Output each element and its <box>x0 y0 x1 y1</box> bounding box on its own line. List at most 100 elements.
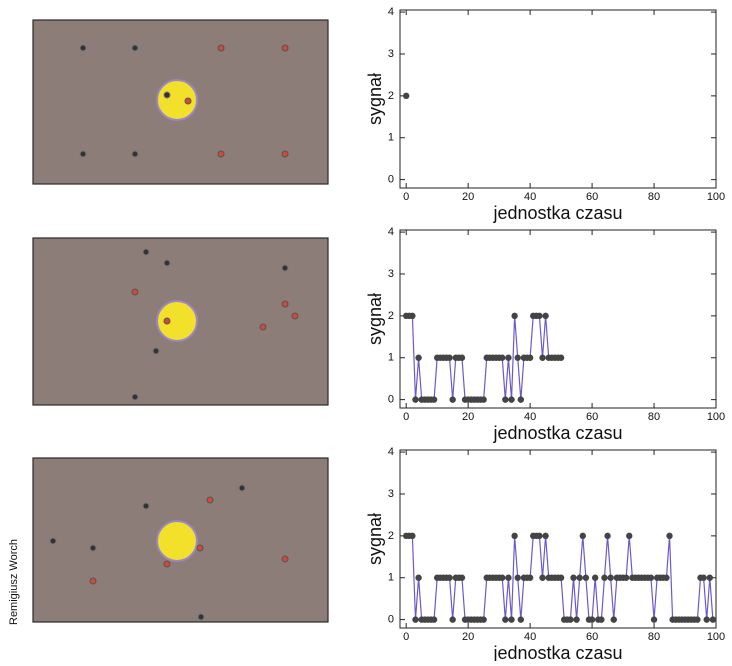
y-axis-label: sygnał <box>365 73 385 125</box>
signal-point <box>505 355 511 361</box>
signal-point <box>502 616 508 622</box>
signal-point <box>415 355 421 361</box>
signal-point <box>449 396 455 402</box>
signal-point <box>707 575 713 581</box>
signal-point <box>558 355 564 361</box>
x-tick-label: 0 <box>403 631 409 643</box>
signal-point <box>409 313 415 319</box>
signal-point <box>704 616 710 622</box>
signal-point <box>666 533 672 539</box>
y-tick-label: 3 <box>388 48 394 60</box>
plot-frame <box>400 10 716 188</box>
y-tick-label: 4 <box>388 226 394 238</box>
signal-point <box>573 616 579 622</box>
figure: Remigiusz Worch 01234020406080100jednost… <box>0 0 732 661</box>
x-axis-label: jednostka czasu <box>492 203 622 223</box>
y-tick-label: 0 <box>388 394 394 406</box>
signal-point <box>515 355 521 361</box>
signal-point <box>480 396 486 402</box>
signal-point <box>611 616 617 622</box>
signal-point <box>589 616 595 622</box>
x-tick-label: 100 <box>707 411 725 423</box>
x-tick-label: 100 <box>707 631 725 643</box>
signal-point <box>508 616 514 622</box>
y-tick-label: 0 <box>388 614 394 626</box>
signal-point <box>598 616 604 622</box>
plot-frame <box>400 230 716 408</box>
x-tick-label: 40 <box>524 411 536 423</box>
signal-point <box>648 575 654 581</box>
signal-point <box>542 533 548 539</box>
signal-point <box>409 533 415 539</box>
x-tick-label: 20 <box>462 191 474 203</box>
signal-point <box>694 616 700 622</box>
x-tick-label: 100 <box>707 191 725 203</box>
x-tick-label: 80 <box>648 411 660 423</box>
signal-point <box>403 93 409 99</box>
y-tick-label: 4 <box>388 446 394 458</box>
signal-point <box>412 396 418 402</box>
y-tick-label: 0 <box>388 174 394 186</box>
signal-point <box>576 575 582 581</box>
x-tick-label: 60 <box>586 631 598 643</box>
source <box>157 521 197 561</box>
signal-point <box>431 616 437 622</box>
signal-point <box>570 575 576 581</box>
source <box>157 301 197 341</box>
signal-point <box>601 575 607 581</box>
signal-point <box>536 313 542 319</box>
y-tick-label: 4 <box>388 6 394 18</box>
signal-point <box>480 616 486 622</box>
y-axis-label: sygnał <box>365 513 385 565</box>
signal-point <box>499 355 505 361</box>
signal-point <box>663 575 669 581</box>
y-tick-label: 1 <box>388 132 394 144</box>
signal-point <box>449 616 455 622</box>
signal-point <box>580 533 586 539</box>
signal-point <box>518 616 524 622</box>
signal-point <box>604 533 610 539</box>
signal-point <box>499 575 505 581</box>
signal-point <box>527 355 533 361</box>
signal-point <box>700 575 706 581</box>
signal-point <box>505 575 511 581</box>
x-tick-label: 40 <box>524 631 536 643</box>
y-tick-label: 2 <box>388 310 394 322</box>
signal-point <box>651 616 657 622</box>
x-tick-label: 40 <box>524 191 536 203</box>
signal-point <box>623 575 629 581</box>
y-tick-label: 2 <box>388 530 394 542</box>
signal-point <box>508 396 514 402</box>
signal-point <box>412 616 418 622</box>
x-tick-label: 80 <box>648 191 660 203</box>
credit: Remigiusz Worch <box>8 539 20 625</box>
signal-point <box>511 533 517 539</box>
signal-point <box>710 616 716 622</box>
x-tick-label: 20 <box>462 631 474 643</box>
y-tick-label: 3 <box>388 268 394 280</box>
signal-point <box>527 575 533 581</box>
signal-point <box>607 575 613 581</box>
x-tick-label: 80 <box>648 631 660 643</box>
signal-point <box>542 313 548 319</box>
x-axis-label: jednostka czasu <box>492 423 622 443</box>
signal-point <box>626 533 632 539</box>
signal-point <box>446 575 452 581</box>
signal-point <box>536 533 542 539</box>
signal-point <box>446 355 452 361</box>
x-tick-label: 0 <box>403 411 409 423</box>
signal-point <box>502 396 508 402</box>
y-tick-label: 1 <box>388 352 394 364</box>
signal-point <box>511 313 517 319</box>
x-tick-label: 20 <box>462 411 474 423</box>
signal-point <box>567 616 573 622</box>
y-tick-label: 3 <box>388 488 394 500</box>
signal-point <box>459 575 465 581</box>
x-tick-label: 60 <box>586 411 598 423</box>
signal-point <box>592 575 598 581</box>
x-tick-label: 60 <box>586 191 598 203</box>
simulation-panels <box>33 20 328 622</box>
y-tick-label: 1 <box>388 572 394 584</box>
signal-point <box>415 575 421 581</box>
x-axis-label: jednostka czasu <box>492 643 622 661</box>
